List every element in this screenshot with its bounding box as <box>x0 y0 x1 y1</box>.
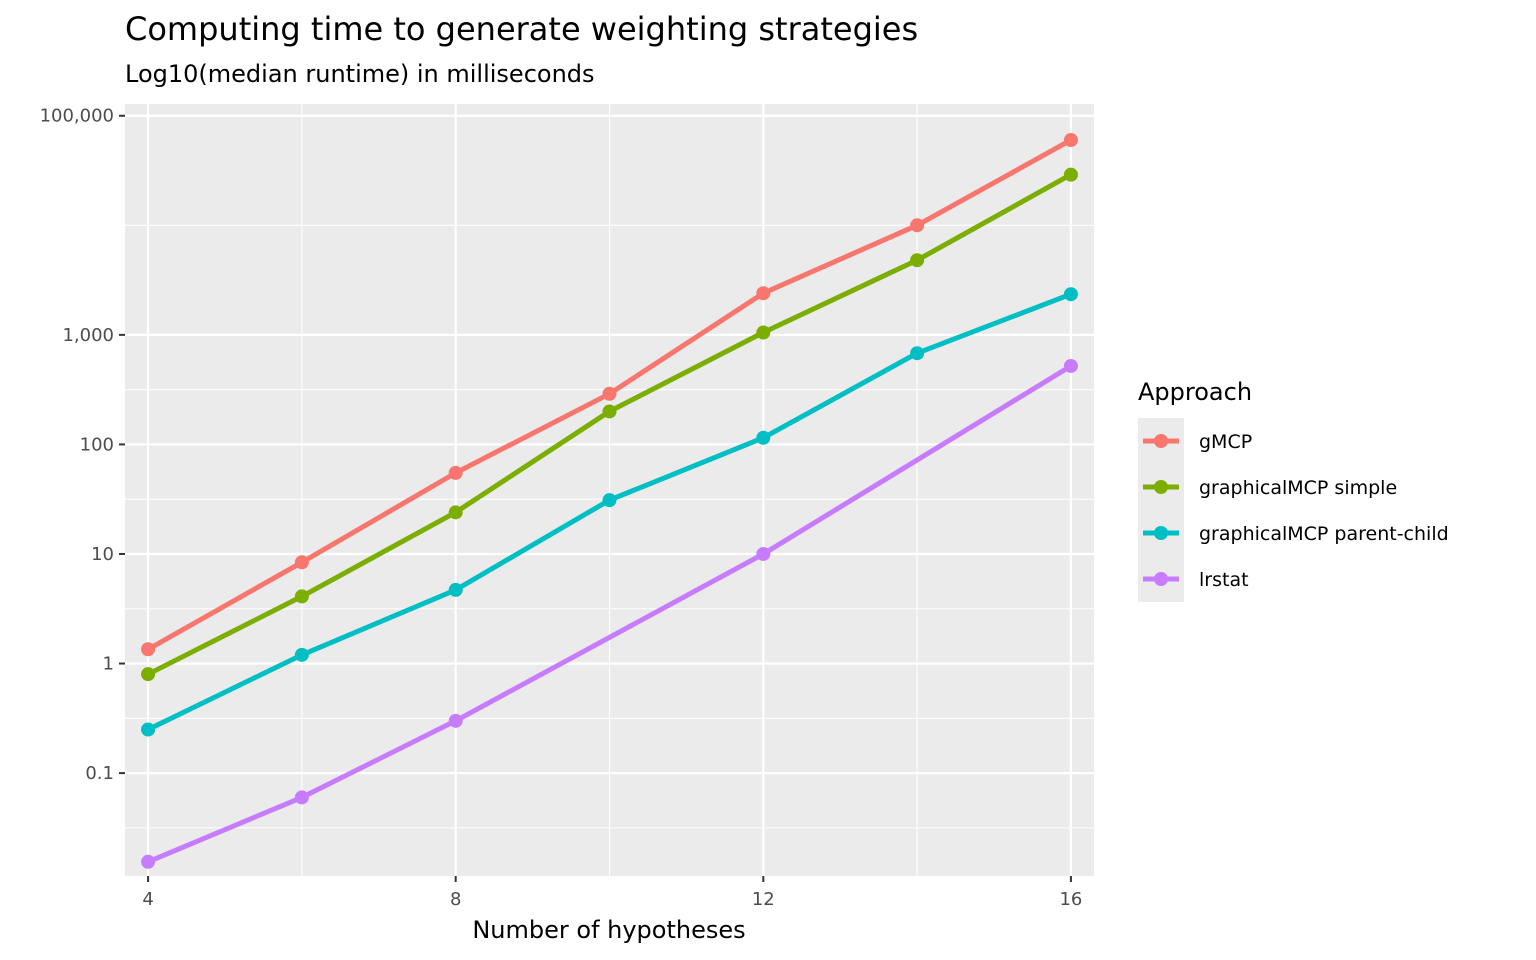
y-tick-label: 0.1 <box>85 763 114 784</box>
data-point <box>294 790 309 805</box>
data-point <box>1063 167 1078 182</box>
x-axis-title: Number of hypotheses <box>472 916 745 944</box>
legend-key-point <box>1154 434 1168 448</box>
data-point <box>756 286 771 301</box>
chart-title: Computing time to generate weighting str… <box>125 10 918 48</box>
data-point <box>141 642 156 657</box>
data-point <box>294 555 309 570</box>
data-point <box>448 505 463 520</box>
data-point <box>294 589 309 604</box>
legend-label: graphicalMCP simple <box>1199 477 1397 499</box>
data-point <box>448 582 463 597</box>
y-tick-label: 10 <box>91 544 114 565</box>
data-point <box>448 465 463 480</box>
data-point <box>448 713 463 728</box>
data-point <box>1063 133 1078 148</box>
legend-item: lrstat <box>1138 556 1249 602</box>
legend-label: lrstat <box>1199 569 1249 591</box>
y-tick-label: 1,000 <box>62 325 114 346</box>
y-tick-label: 100,000 <box>40 106 114 127</box>
y-tick-label: 100 <box>80 434 114 455</box>
data-point <box>910 346 925 361</box>
data-point <box>141 667 156 682</box>
data-point <box>756 325 771 340</box>
legend-label: gMCP <box>1199 431 1252 453</box>
data-point <box>602 404 617 419</box>
legend: Approach gMCP graphicalMCP simple graphica… <box>1138 378 1449 602</box>
legend-key-point <box>1154 480 1168 494</box>
legend-item: graphicalMCP parent-child <box>1138 510 1449 556</box>
y-axis: 0.1 1 10 100 1,000 100,000 <box>40 106 125 784</box>
data-point <box>910 253 925 268</box>
legend-key-point <box>1154 572 1168 586</box>
x-tick-label: 16 <box>1059 889 1082 910</box>
legend-key-point <box>1154 526 1168 540</box>
data-point <box>602 386 617 401</box>
series-lrstat <box>141 358 1078 869</box>
x-tick-label: 12 <box>752 889 775 910</box>
data-point <box>141 854 156 869</box>
data-point <box>1063 287 1078 302</box>
legend-items: gMCP graphicalMCP simple graphicalMCP pare… <box>1138 418 1449 602</box>
legend-label: graphicalMCP parent-child <box>1199 523 1449 545</box>
legend-item: gMCP <box>1138 418 1252 464</box>
data-point <box>602 493 617 508</box>
series-gmcp <box>141 133 1078 657</box>
legend-item: graphicalMCP simple <box>1138 464 1397 510</box>
x-axis: 4 8 12 16 <box>142 876 1082 910</box>
data-point <box>1063 358 1078 373</box>
data-point <box>294 647 309 662</box>
series-graphicalmcp-simple <box>141 167 1078 682</box>
data-point <box>910 218 925 233</box>
data-point <box>141 722 156 737</box>
x-tick-label: 8 <box>450 889 461 910</box>
chart-subtitle: Log10(median runtime) in milliseconds <box>125 60 595 88</box>
y-tick-label: 1 <box>103 654 114 675</box>
major-gridlines-x <box>146 104 1073 876</box>
legend-title: Approach <box>1138 378 1252 406</box>
data-point <box>756 430 771 445</box>
data-point <box>756 546 771 561</box>
series-layer <box>141 133 1078 869</box>
minor-gridlines-x <box>301 104 918 876</box>
series-graphicalmcp-parent-child <box>141 287 1078 737</box>
x-tick-label: 4 <box>142 889 153 910</box>
